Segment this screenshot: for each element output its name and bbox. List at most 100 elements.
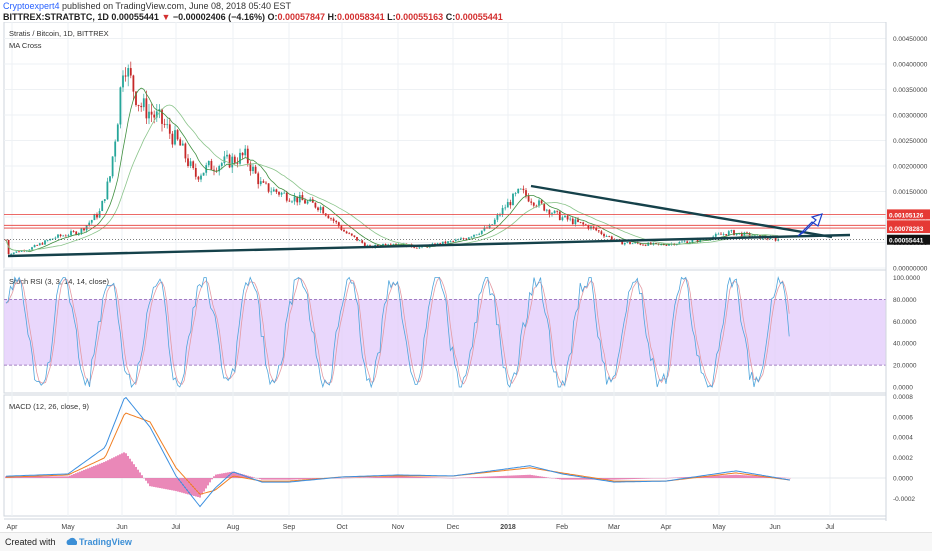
macd-histogram-bar <box>213 476 214 478</box>
macd-histogram-bar <box>223 473 224 478</box>
candle-up <box>307 201 309 203</box>
candle-up <box>450 241 452 242</box>
macd-histogram-bar <box>113 457 114 478</box>
macd-histogram-bar <box>573 478 574 480</box>
candle-up <box>127 68 129 76</box>
candle-up <box>70 231 72 235</box>
macd-histogram-bar <box>261 478 262 480</box>
candle-up <box>299 195 301 202</box>
macd-histogram-bar <box>103 462 104 478</box>
macd-histogram-bar <box>53 476 54 478</box>
macd-histogram-bar <box>723 475 724 478</box>
candle-down <box>416 248 418 249</box>
macd-histogram-bar <box>309 478 310 479</box>
candle-up <box>684 241 686 242</box>
macd-histogram-bar <box>307 478 308 479</box>
macd-histogram-bar <box>681 477 682 478</box>
symbol-label[interactable]: BITTREX:STRATBTC, 1D <box>3 12 109 22</box>
x-tick-label: Aug <box>227 524 240 531</box>
x-tick-label: Apr <box>7 524 19 531</box>
macd-histogram-bar <box>221 473 222 478</box>
candle-up <box>455 240 457 241</box>
candle-up <box>120 87 122 124</box>
candle-up <box>499 215 501 216</box>
candle-down <box>330 218 332 219</box>
macd-histogram-bar <box>93 466 94 478</box>
macd-histogram-bar <box>431 477 432 478</box>
macd-histogram-bar <box>137 470 138 478</box>
macd-histogram-bar <box>73 474 74 478</box>
macd-histogram-bar <box>619 478 620 479</box>
macd-histogram-bar <box>617 478 618 480</box>
macd-histogram-bar <box>197 478 198 497</box>
candle-down <box>65 236 67 237</box>
y-tick-label: 0.00450000 <box>893 36 928 43</box>
candle-up <box>52 239 54 240</box>
candle-up <box>569 219 571 220</box>
candle-up <box>109 176 111 181</box>
candle-up <box>143 98 145 107</box>
candle-up <box>203 173 205 176</box>
candle-down <box>125 75 127 76</box>
candle-down <box>18 251 20 252</box>
author-link[interactable]: Cryptoexpert4 <box>3 1 60 11</box>
candle-down <box>36 245 38 246</box>
macd-histogram-bar <box>373 477 374 478</box>
candle-down <box>140 106 142 107</box>
candle-up <box>606 236 608 237</box>
candle-up <box>166 124 168 125</box>
x-tick-label: Sep <box>283 524 296 531</box>
candle-down <box>73 231 75 232</box>
candle-up <box>174 130 176 144</box>
macd-histogram-bar <box>275 478 276 480</box>
candle-down <box>317 208 319 211</box>
macd-histogram-bar <box>559 478 560 479</box>
macd-histogram-bar <box>401 476 402 478</box>
macd-histogram-bar <box>435 477 436 478</box>
y-tick-label: 0.00000000 <box>893 266 928 273</box>
candle-down <box>413 247 415 248</box>
candle-down <box>343 230 345 231</box>
macd-histogram-bar <box>91 467 92 478</box>
candle-down <box>60 235 62 236</box>
candle-up <box>57 235 59 238</box>
x-tick-label: May <box>61 524 75 531</box>
candle-down <box>198 177 200 180</box>
macd-histogram-bar <box>645 478 646 479</box>
macd-histogram-bar <box>153 478 154 487</box>
macd-histogram-bar <box>267 478 268 480</box>
candle-down <box>640 243 642 244</box>
macd-histogram-bar <box>169 478 170 490</box>
candle-up <box>270 191 272 192</box>
macd-histogram-bar <box>81 471 82 478</box>
candle-down <box>276 189 278 192</box>
candle-up <box>112 156 114 176</box>
candle-down <box>603 234 605 236</box>
candle-up <box>624 243 626 244</box>
macd-histogram-bar <box>521 475 522 478</box>
candle-up <box>44 240 46 244</box>
macd-histogram-bar <box>63 476 64 478</box>
candle-up <box>294 196 296 201</box>
candle-up <box>94 214 96 220</box>
macd-histogram-bar <box>519 475 520 478</box>
candle-up <box>231 157 233 168</box>
macd-histogram-bar <box>65 476 66 478</box>
candle-up <box>481 231 483 234</box>
macd-histogram-bar <box>721 475 722 478</box>
macd-histogram-bar <box>729 475 730 478</box>
candle-up <box>16 251 18 252</box>
macd-histogram-bar <box>299 478 300 479</box>
macd-histogram-bar <box>303 478 304 479</box>
candle-up <box>320 207 322 210</box>
macd-histogram-bar <box>649 478 650 479</box>
y-tick-label: 40.0000 <box>893 341 917 348</box>
candle-up <box>260 181 262 184</box>
candle-down <box>138 105 140 106</box>
macd-histogram-bar <box>273 478 274 480</box>
tradingview-logo[interactable]: TradingView <box>79 533 132 551</box>
candle-up <box>634 243 636 244</box>
macd-histogram-bar <box>629 478 630 479</box>
candle-up <box>47 240 49 241</box>
